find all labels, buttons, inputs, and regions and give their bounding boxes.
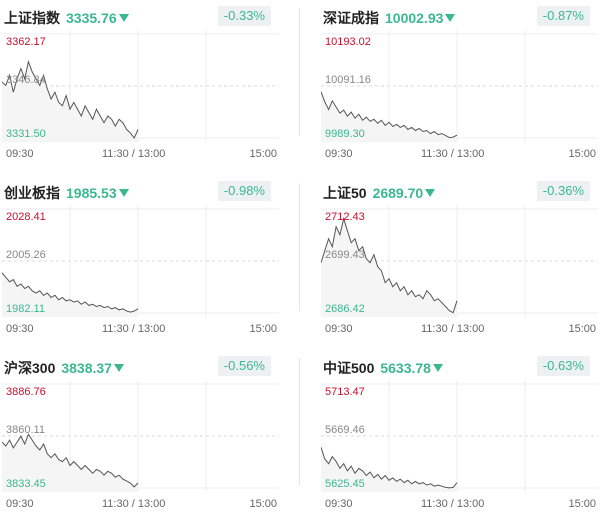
mid-label: 5669.46 (325, 424, 365, 436)
index-panel[interactable]: 中证500 5633.78 -0.63% 5713.47 5669.46 5625… (321, 350, 602, 521)
change-badge: -0.87% (536, 6, 590, 26)
chart-svg (2, 205, 279, 317)
price-line (2, 59, 139, 139)
down-arrow-icon (113, 364, 124, 372)
high-label: 2712.43 (325, 211, 365, 223)
down-arrow-icon (425, 189, 436, 197)
time-close: 15:00 (568, 148, 596, 160)
index-name[interactable]: 沪深300 3838.37 (4, 358, 124, 378)
price-line (2, 272, 139, 313)
low-label: 1982.11 (6, 303, 45, 315)
mid-label: 2699.43 (325, 249, 365, 261)
time-midday: 11:30 / 13:00 (102, 498, 166, 510)
intraday-chart[interactable]: 10193.02 10091.16 9989.30 (321, 30, 598, 142)
change-badge: -0.63% (536, 356, 590, 376)
mid-label: 10091.16 (325, 74, 371, 86)
index-header: 上证50 2689.70 -0.36% (321, 181, 598, 203)
time-close: 15:00 (249, 148, 277, 160)
price-area (321, 447, 457, 492)
high-label: 3886.76 (6, 386, 46, 398)
chart-svg (2, 380, 279, 492)
change-badge: -0.33% (217, 6, 271, 26)
time-open: 09:30 (6, 498, 34, 510)
price-area (2, 272, 138, 317)
index-name[interactable]: 创业板指 1985.53 (4, 183, 129, 203)
chart-svg (321, 380, 598, 492)
time-midday: 11:30 / 13:00 (421, 148, 485, 160)
index-header: 创业板指 1985.53 -0.98% (2, 181, 279, 203)
mid-label: 3860.11 (6, 424, 45, 436)
index-panel[interactable]: 上证指数 3335.76 -0.33% 3362.17 3346.84 3331.… (2, 0, 283, 171)
chart-svg (321, 30, 598, 142)
chart-svg (321, 205, 598, 317)
index-price: 3838.37 (61, 360, 112, 376)
intraday-chart[interactable]: 5713.47 5669.46 5625.45 (321, 380, 598, 492)
high-label: 2028.41 (6, 211, 46, 223)
time-close: 15:00 (568, 498, 596, 510)
price-area (321, 218, 457, 317)
price-line (2, 433, 139, 488)
high-label: 5713.47 (325, 386, 365, 398)
time-close: 15:00 (568, 323, 596, 335)
index-price: 2689.70 (372, 185, 424, 201)
index-panel[interactable]: 上证50 2689.70 -0.36% 2712.43 2699.43 2686.… (321, 175, 602, 346)
low-label: 2686.42 (325, 303, 365, 315)
time-open: 09:30 (325, 498, 353, 510)
change-badge: -0.36% (536, 181, 590, 201)
index-price: 10002.93 (385, 10, 444, 26)
index-header: 中证500 5633.78 -0.63% (321, 356, 598, 378)
index-panel[interactable]: 创业板指 1985.53 -0.98% 2028.41 2005.26 1982.… (2, 175, 283, 346)
high-label: 3362.17 (6, 36, 46, 48)
price-area (321, 91, 457, 142)
low-label: 9989.30 (325, 128, 365, 140)
mid-label: 3346.84 (6, 74, 46, 86)
time-open: 09:30 (325, 148, 353, 160)
price-area (2, 61, 138, 142)
change-badge: -0.98% (217, 181, 271, 201)
time-open: 09:30 (325, 323, 353, 335)
time-midday: 11:30 / 13:00 (421, 498, 485, 510)
down-arrow-icon (432, 364, 443, 372)
price-line (321, 447, 458, 489)
index-name[interactable]: 上证指数 3335.76 (4, 8, 129, 28)
intraday-chart[interactable]: 3362.17 3346.84 3331.50 (2, 30, 279, 142)
index-name[interactable]: 中证500 5633.78 (323, 358, 443, 378)
index-header: 深证成指 10002.93 -0.87% (321, 6, 598, 28)
intraday-chart[interactable]: 2028.41 2005.26 1982.11 (2, 205, 279, 317)
change-badge: -0.56% (217, 356, 271, 376)
price-line (321, 216, 458, 314)
low-label: 3833.45 (6, 478, 46, 490)
down-arrow-icon (118, 189, 129, 197)
time-open: 09:30 (6, 148, 34, 160)
time-midday: 11:30 / 13:00 (102, 323, 166, 335)
mid-label: 2005.26 (6, 249, 46, 261)
time-midday: 11:30 / 13:00 (421, 323, 485, 335)
index-panel[interactable]: 深证成指 10002.93 -0.87% 10193.02 10091.16 99… (321, 0, 602, 171)
down-arrow-icon (445, 14, 456, 22)
down-arrow-icon (118, 14, 129, 22)
index-name[interactable]: 上证50 2689.70 (323, 183, 436, 203)
chart-svg (2, 30, 279, 142)
intraday-chart[interactable]: 2712.43 2699.43 2686.42 (321, 205, 598, 317)
index-panel[interactable]: 沪深300 3838.37 -0.56% 3886.76 3860.11 3833… (2, 350, 283, 521)
price-area (2, 434, 138, 492)
price-line (321, 91, 458, 139)
high-label: 10193.02 (325, 36, 371, 48)
index-price: 3335.76 (66, 10, 117, 26)
time-midday: 11:30 / 13:00 (102, 148, 166, 160)
index-price: 5633.78 (380, 360, 431, 376)
index-header: 上证指数 3335.76 -0.33% (2, 6, 279, 28)
index-header: 沪深300 3838.37 -0.56% (2, 356, 279, 378)
intraday-chart[interactable]: 3886.76 3860.11 3833.45 (2, 380, 279, 492)
low-label: 5625.45 (325, 478, 365, 490)
index-name[interactable]: 深证成指 10002.93 (323, 8, 456, 28)
time-open: 09:30 (6, 323, 34, 335)
index-price: 1985.53 (66, 185, 117, 201)
time-close: 15:00 (249, 498, 277, 510)
low-label: 3331.50 (6, 128, 46, 140)
time-close: 15:00 (249, 323, 277, 335)
